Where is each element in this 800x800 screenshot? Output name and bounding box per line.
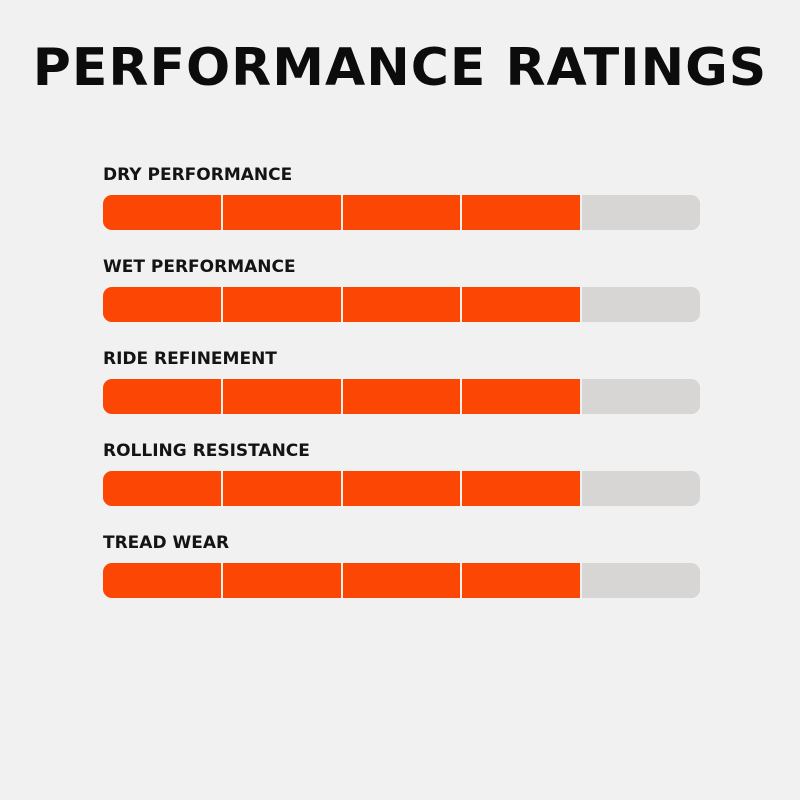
rating-segment-filled <box>220 195 341 230</box>
rating-segment-filled <box>340 379 461 414</box>
rating-segment-filled <box>460 563 581 598</box>
rating-row: DRY PERFORMANCE <box>103 160 700 252</box>
rating-bar <box>103 563 700 598</box>
rating-label: WET PERFORMANCE <box>103 257 296 277</box>
rating-segment-empty <box>580 563 700 598</box>
rating-segment-filled <box>220 287 341 322</box>
rating-segment-filled <box>103 563 221 598</box>
rating-segment-filled <box>103 287 221 322</box>
rating-bar <box>103 195 700 230</box>
rating-segment-filled <box>220 563 341 598</box>
rating-segment-empty <box>580 195 700 230</box>
rating-segment-filled <box>340 195 461 230</box>
rating-segment-filled <box>103 471 221 506</box>
rating-segment-filled <box>340 471 461 506</box>
rating-segment-filled <box>103 379 221 414</box>
rating-segment-filled <box>220 471 341 506</box>
rating-label: DRY PERFORMANCE <box>103 165 293 185</box>
rating-segment-filled <box>103 195 221 230</box>
rating-bar <box>103 471 700 506</box>
rating-segment-filled <box>340 563 461 598</box>
page-title: PERFORMANCE RATINGS <box>32 38 768 98</box>
rating-segment-filled <box>460 195 581 230</box>
rating-bar <box>103 379 700 414</box>
rating-row: TREAD WEAR <box>103 528 700 620</box>
rating-segment-filled <box>460 379 581 414</box>
rating-segment-filled <box>460 471 581 506</box>
rating-label: RIDE REFINEMENT <box>103 349 277 369</box>
ratings-chart: DRY PERFORMANCE WET PERFORMANCE RIDE REFIN… <box>103 160 700 620</box>
rating-row: WET PERFORMANCE <box>103 252 700 344</box>
rating-bar <box>103 287 700 322</box>
rating-segment-empty <box>580 379 700 414</box>
rating-segment-filled <box>220 379 341 414</box>
rating-segment-filled <box>460 287 581 322</box>
rating-segment-empty <box>580 471 700 506</box>
rating-row: RIDE REFINEMENT <box>103 344 700 436</box>
rating-segment-empty <box>580 287 700 322</box>
rating-row: ROLLING RESISTANCE <box>103 436 700 528</box>
rating-label: TREAD WEAR <box>103 533 230 553</box>
rating-label: ROLLING RESISTANCE <box>103 441 310 461</box>
rating-segment-filled <box>340 287 461 322</box>
